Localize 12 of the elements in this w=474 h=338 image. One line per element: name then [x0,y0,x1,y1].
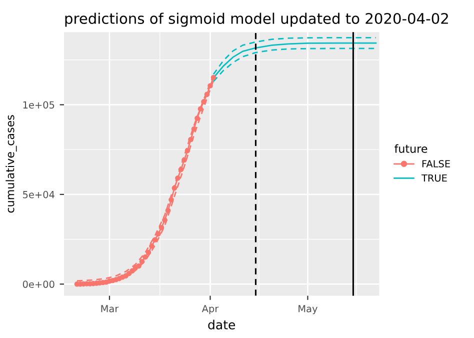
y-tick-label: 5e+04 [23,190,54,198]
chart-title: predictions of sigmoid model updated to 2020-04-02 [65,12,448,27]
y-axis-title: cumulative_cases [6,115,17,213]
legend-label: FALSE [422,160,450,168]
y-tick-label: 1e+05 [23,101,54,109]
legend-label: TRUE [421,174,447,182]
x-tick-label: Mar [101,305,119,312]
x-tick-label: May [298,305,318,314]
x-axis-title: date [208,320,236,330]
legend-title: future [394,144,428,153]
y-tick-label: 0e+00 [22,280,54,288]
x-tick-label: Apr [202,305,219,314]
